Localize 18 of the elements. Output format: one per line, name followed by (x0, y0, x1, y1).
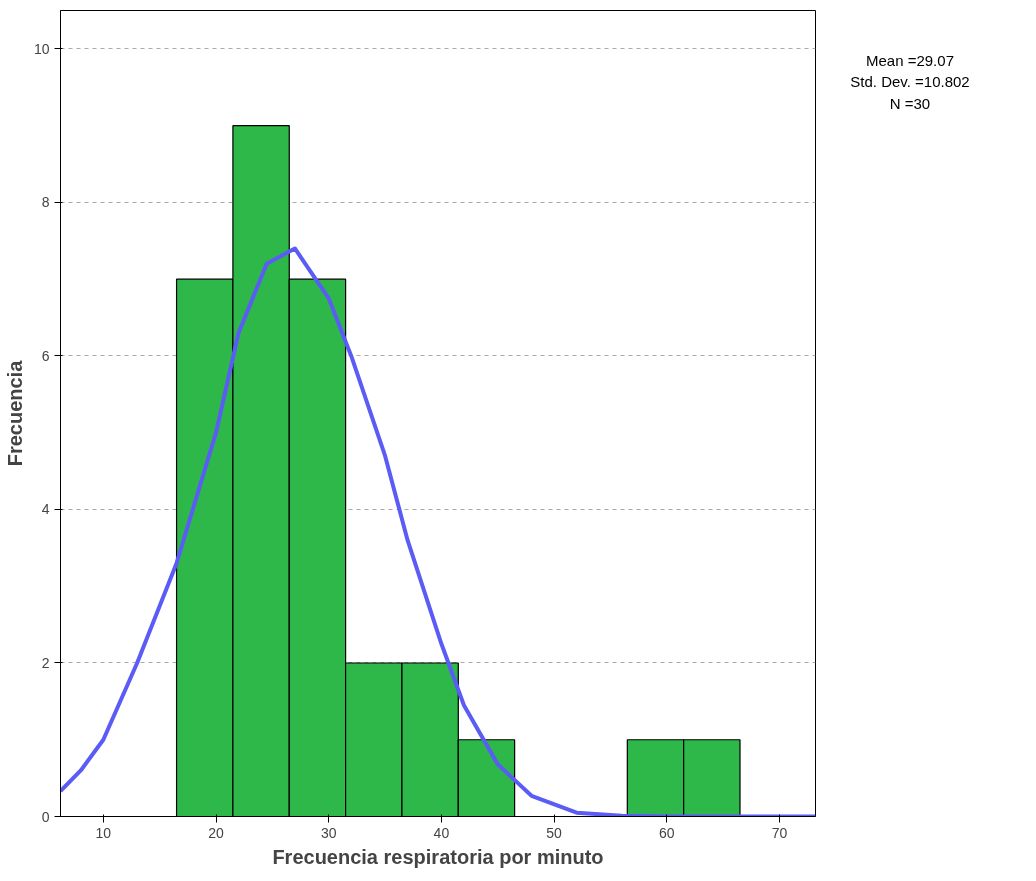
y-tick-label: 2 (41, 654, 50, 671)
y-tick-label: 6 (41, 347, 50, 364)
y-tick-label: 8 (41, 194, 50, 211)
x-axis-title: Frecuencia respiratoria por minuto (272, 845, 604, 868)
x-tick-label: 30 (320, 824, 337, 841)
text: Mean =29.07 (865, 52, 954, 69)
text: Std. Dev. =10.802 (850, 73, 970, 91)
x-tick-label: 70 (771, 824, 788, 841)
y-tick-label: 0 (41, 808, 50, 825)
x-tick-label: 20 (208, 824, 225, 841)
x-tick-label: 10 (95, 824, 112, 841)
x-tick-label: 40 (433, 824, 450, 841)
y-axis-title: Frecuencia (3, 359, 26, 467)
y-tick-label: 4 (41, 501, 50, 518)
text: N =30 (889, 94, 931, 112)
x-tick-label: 60 (658, 824, 675, 841)
x-tick-label: 50 (546, 824, 563, 841)
y-tick-label: 10 (33, 40, 50, 57)
